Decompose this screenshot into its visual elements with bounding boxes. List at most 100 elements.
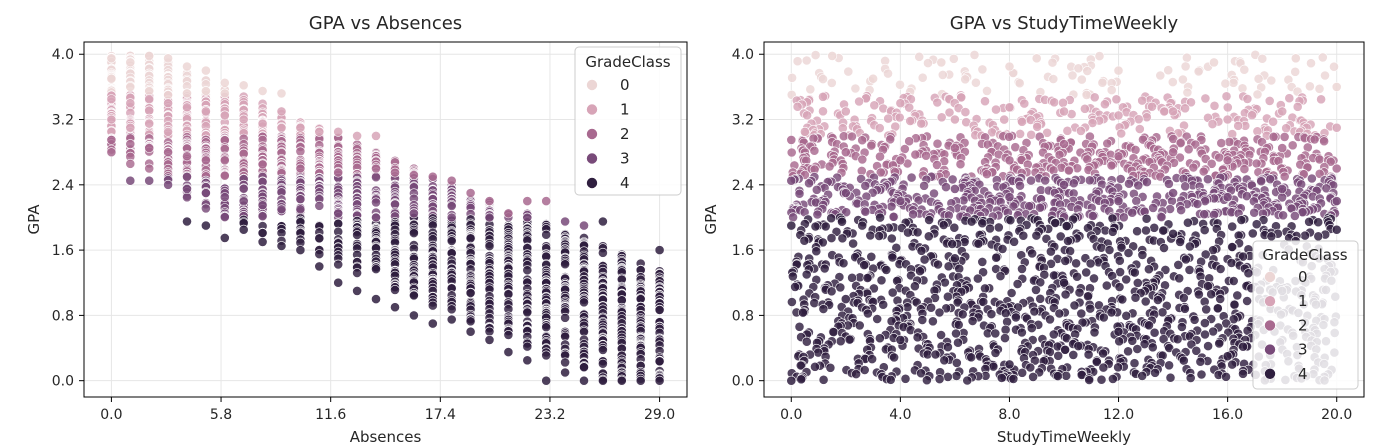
data-point-gradeclass-3 [1167,196,1177,206]
series-point-gradeclass-1 [314,126,325,137]
data-point-gradeclass-4 [851,369,861,379]
data-point-gradeclass-3 [1164,178,1174,189]
data-point-gradeclass-2 [1216,138,1227,148]
series-point-gradeclass-4 [616,375,627,386]
data-point-gradeclass-4 [1101,280,1112,291]
data-point-gradeclass-4 [484,241,495,251]
data-point-gradeclass-1 [1080,103,1090,114]
data-point-gradeclass-4 [933,259,943,270]
data-point-gradeclass-4 [1000,324,1011,335]
data-point-gradeclass-0 [1106,85,1117,95]
data-point-gradeclass-4 [1164,343,1175,353]
data-point-gradeclass-4 [1031,284,1041,295]
data-point-gradeclass-3 [446,201,457,211]
data-point-gradeclass-4 [980,283,990,294]
data-point-gradeclass-4 [951,357,962,368]
data-point-gradeclass-3 [1192,199,1203,209]
data-point-gradeclass-4 [916,245,927,256]
data-point-gradeclass-1 [1207,119,1218,129]
data-point-gradeclass-4 [446,304,457,315]
series-point-gradeclass-0 [219,88,230,99]
series-point-gradeclass-2 [200,155,211,166]
series-point-gradeclass-1 [1331,122,1342,133]
data-point-gradeclass-3 [219,212,230,222]
data-point-gradeclass-4 [818,304,829,314]
data-point-gradeclass-4 [926,302,936,313]
series-point-gradeclass-4 [598,216,608,227]
series-point-gradeclass-3 [895,196,906,206]
data-point-gradeclass-4 [986,309,997,319]
series-point-gradeclass-2 [950,143,960,153]
data-point-gradeclass-2 [1325,156,1336,167]
data-point-gradeclass-4 [598,247,608,258]
series-point-gradeclass-2 [895,155,906,166]
data-point-gradeclass-4 [1228,276,1239,286]
data-point-gradeclass-4 [1200,318,1210,328]
data-point-gradeclass-4 [819,263,830,274]
data-point-gradeclass-4 [1107,213,1118,224]
series-point-gradeclass-3 [371,212,381,223]
data-point-gradeclass-2 [1004,131,1014,142]
series-point-gradeclass-1 [371,130,381,141]
series-point-gradeclass-3 [446,212,457,223]
data-point-gradeclass-1 [1221,91,1232,102]
data-point-gradeclass-4 [541,322,552,333]
series-point-gradeclass-2 [1331,163,1342,174]
series-point-gradeclass-2 [182,151,192,162]
series-point-gradeclass-3 [295,204,306,215]
data-point-gradeclass-4 [1121,274,1132,285]
data-point-gradeclass-4 [465,288,476,298]
data-point-gradeclass-4 [1053,350,1064,361]
data-point-gradeclass-3 [1290,210,1300,221]
data-point-gradeclass-2 [786,147,797,158]
data-point-gradeclass-4 [1159,243,1169,253]
data-point-gradeclass-1 [1049,97,1060,108]
data-point-gradeclass-4 [1106,307,1117,318]
data-point-gradeclass-4 [1048,329,1059,340]
data-point-gradeclass-1 [818,106,828,117]
series-point-gradeclass-0 [182,88,192,99]
data-point-gradeclass-4 [1127,335,1138,346]
data-point-gradeclass-3 [1068,178,1079,189]
data-point-gradeclass-4 [1000,308,1011,319]
data-point-gradeclass-4 [810,361,820,372]
data-point-gradeclass-1 [1089,92,1100,103]
series-point-gradeclass-3 [219,192,230,202]
y-tick-label: 0.0 [732,374,754,390]
data-point-gradeclass-3 [947,174,958,185]
data-point-gradeclass-1 [818,91,828,102]
series-point-gradeclass-4 [276,241,287,251]
data-point-gradeclass-4 [953,319,964,330]
series-point-gradeclass-1 [895,98,906,109]
series-point-gradeclass-1 [840,106,851,117]
data-point-gradeclass-2 [899,144,910,154]
series-point-gradeclass-1 [125,98,136,109]
data-point-gradeclass-2 [1279,131,1290,142]
data-point-gradeclass-4 [825,362,836,373]
data-point-gradeclass-4 [522,341,533,352]
data-point-gradeclass-3 [1015,180,1025,191]
data-point-gradeclass-4 [862,273,873,283]
data-point-gradeclass-0 [1073,63,1084,74]
data-point-gradeclass-4 [798,307,808,318]
data-point-gradeclass-1 [874,123,885,134]
data-point-gradeclass-4 [1238,251,1248,262]
data-point-gradeclass-4 [598,344,608,355]
data-point-gradeclass-2 [847,131,857,142]
data-point-gradeclass-4 [1189,314,1200,325]
data-point-gradeclass-4 [1172,334,1183,345]
data-point-gradeclass-0 [1320,70,1330,81]
data-point-gradeclass-4 [1072,271,1082,282]
data-point-gradeclass-0 [1067,70,1078,81]
data-point-gradeclass-4 [993,222,1004,233]
legend-label-0: 0 [1298,268,1308,286]
data-point-gradeclass-4 [352,230,362,240]
data-point-gradeclass-1 [916,118,927,129]
y-tick-label: 1.6 [52,243,74,259]
data-point-gradeclass-0 [818,74,828,84]
series-point-gradeclass-1 [1222,114,1233,125]
data-point-gradeclass-4 [801,269,812,280]
data-point-gradeclass-4 [1123,248,1134,258]
data-point-gradeclass-0 [982,86,992,96]
data-point-gradeclass-4 [875,212,885,223]
